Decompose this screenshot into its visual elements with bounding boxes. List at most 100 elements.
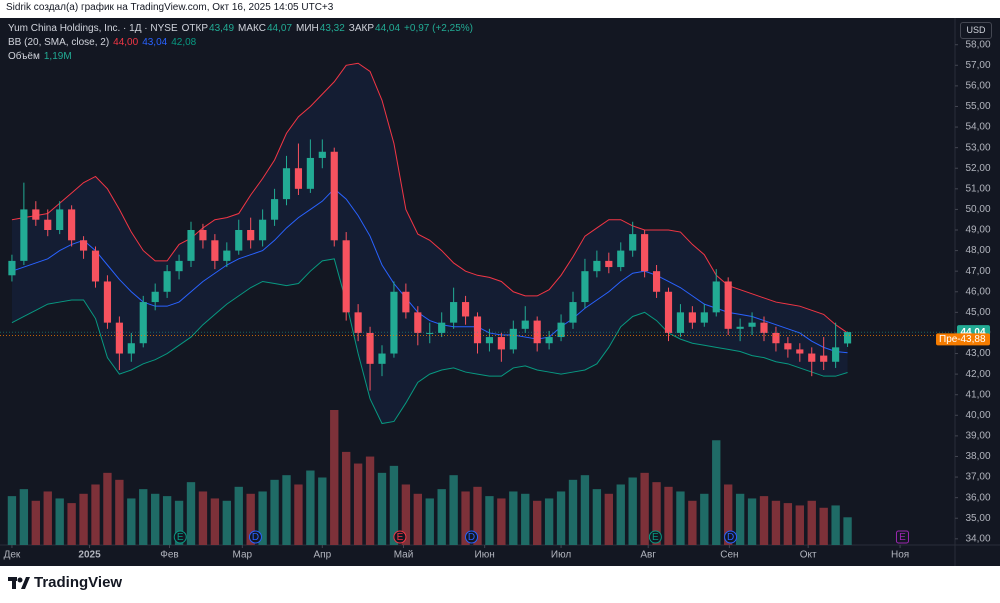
x-tick-label: Май xyxy=(394,550,414,561)
volume-bar xyxy=(67,503,76,545)
candle-body xyxy=(641,234,649,272)
candle-body xyxy=(426,332,434,334)
ohlc-key: ОТКР xyxy=(181,23,209,34)
volume-bar xyxy=(103,472,112,545)
volume-bar xyxy=(795,505,804,545)
band-fill xyxy=(11,63,848,424)
event-marker xyxy=(248,530,262,544)
currency-button[interactable]: USD xyxy=(960,22,992,39)
candle-body xyxy=(306,157,314,189)
x-tick-label: Сен xyxy=(720,550,738,561)
x-tick-label: Авг xyxy=(640,550,656,561)
indicator-value: 44,00 xyxy=(113,37,139,48)
candle-body xyxy=(724,281,732,329)
candle-body xyxy=(354,312,362,333)
volume-bar xyxy=(783,503,793,545)
volume-bar xyxy=(318,477,327,545)
candle-body xyxy=(318,151,326,158)
volume-bar xyxy=(771,500,781,545)
candle-body xyxy=(20,209,28,261)
y-tick-label: 40,00 xyxy=(965,410,990,421)
x-tick-label: Дек xyxy=(4,550,21,561)
candle-body xyxy=(294,168,303,189)
y-tick-label: 42,00 xyxy=(965,369,990,380)
volume-bar xyxy=(43,491,52,545)
volume-bar xyxy=(556,491,566,545)
volume-bar xyxy=(485,496,494,545)
volume-bar xyxy=(162,496,172,545)
event-label: D xyxy=(727,532,734,543)
logo-icon xyxy=(8,576,30,589)
volume-name: Объём xyxy=(8,51,40,62)
y-tick-label: 45,00 xyxy=(965,307,990,318)
candle-body xyxy=(223,250,231,261)
candle-body xyxy=(796,349,804,354)
volume-bar xyxy=(700,493,709,545)
x-tick-label: Июн xyxy=(475,550,495,561)
symbol-title: Yum China Holdings, Inc. · 1Д · NYSE xyxy=(8,23,178,34)
candle-body xyxy=(820,355,828,362)
legend-row: Объём 1,19M xyxy=(8,50,473,64)
ohlc-item: ОТКР 43,49 xyxy=(182,22,234,36)
candle-body xyxy=(44,219,52,230)
volume-bar xyxy=(115,479,124,545)
volume-bar xyxy=(664,486,673,545)
candle-body xyxy=(593,260,601,272)
candle-body xyxy=(175,260,183,272)
volume-bar xyxy=(91,484,100,545)
ohlc-value: 44,07 xyxy=(266,23,293,34)
ohlc-key: МАКС xyxy=(238,23,266,34)
candle-body xyxy=(68,209,76,241)
volume-bar xyxy=(819,507,828,545)
y-tick-label: 58,00 xyxy=(965,39,990,50)
candle-body xyxy=(151,291,159,303)
candle-body xyxy=(270,199,279,220)
footer-logo[interactable]: TradingView xyxy=(8,574,122,591)
y-tick-label: 41,00 xyxy=(965,389,990,400)
x-tick-label: Окт xyxy=(800,550,817,561)
candle-body xyxy=(843,332,852,344)
volume-bar xyxy=(616,484,625,545)
premarket-label: 43,88 xyxy=(960,334,985,345)
volume-bar xyxy=(735,493,745,545)
candle-body xyxy=(199,230,207,241)
x-tick-label: Апр xyxy=(313,550,331,561)
indicator-value: 43,04 xyxy=(142,37,168,48)
volume-bar xyxy=(831,505,840,545)
volume-bar xyxy=(521,493,530,545)
candle-body xyxy=(557,322,565,338)
candle-body xyxy=(832,347,840,362)
volume-bar xyxy=(413,493,422,545)
header: Sidrik создал(а) график на TradingView.c… xyxy=(6,2,334,13)
candle-body xyxy=(438,322,446,333)
ohlc-item: ЗАКР 44,04 xyxy=(349,22,400,36)
volume-bar xyxy=(688,500,697,545)
volume-bar xyxy=(747,498,757,545)
volume-bar xyxy=(139,489,148,545)
volume-bar xyxy=(449,475,458,545)
y-tick-label: 48,00 xyxy=(965,245,990,256)
volume-bar xyxy=(234,486,243,545)
volume-bar xyxy=(282,475,291,545)
volume-bar xyxy=(306,470,315,545)
volume-bar xyxy=(843,517,852,545)
candle-body xyxy=(330,151,338,241)
candle-body xyxy=(712,281,720,313)
candle-body xyxy=(497,337,505,350)
y-tick-label: 38,00 xyxy=(965,451,990,462)
volume-bar xyxy=(330,410,339,545)
candle-body xyxy=(772,332,780,344)
candle-body xyxy=(103,281,112,323)
event-marker xyxy=(173,530,187,544)
volume-bar xyxy=(497,498,506,545)
candle-body xyxy=(211,240,219,261)
y-tick-label: 53,00 xyxy=(965,142,990,153)
ohlc-value: 44,04 xyxy=(375,23,401,34)
y-tick-label: 36,00 xyxy=(965,492,990,503)
candle-body xyxy=(8,260,16,276)
y-tick-label: 51,00 xyxy=(965,183,990,194)
volume-bar xyxy=(246,493,255,545)
volume-bar xyxy=(580,475,590,545)
